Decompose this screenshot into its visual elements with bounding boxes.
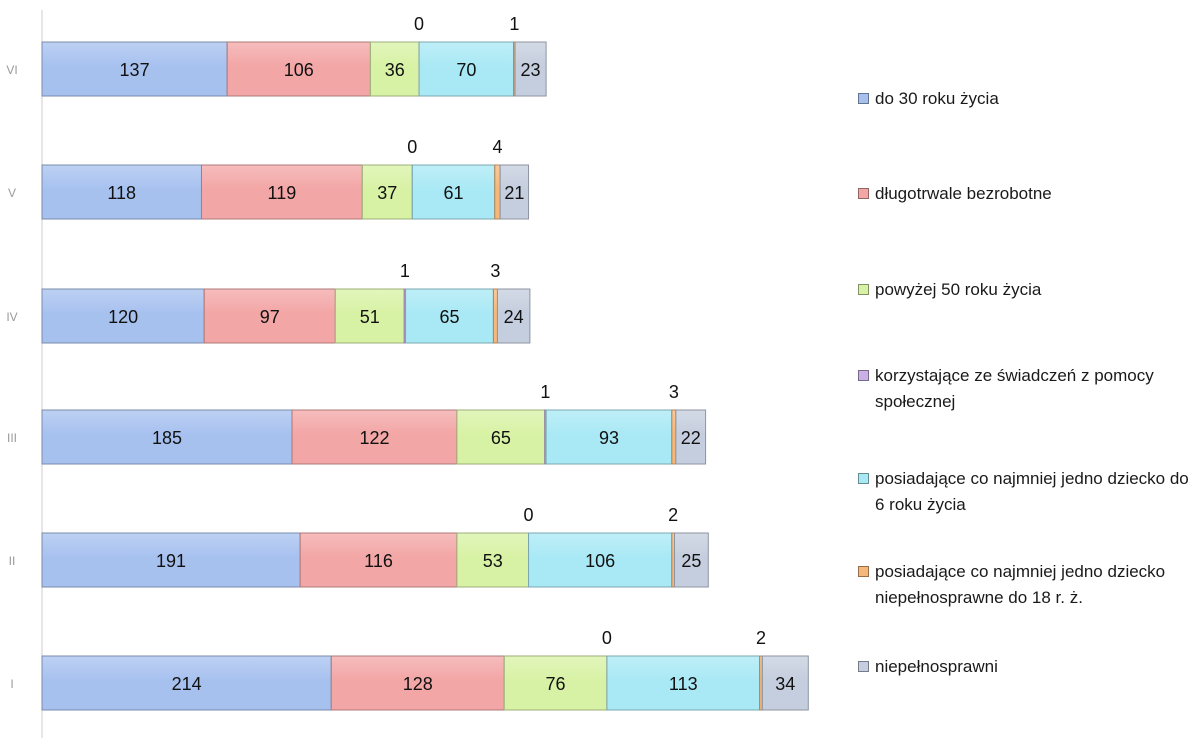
data-label: 51 (360, 307, 380, 327)
bar-segment (203, 288, 336, 344)
data-label: 0 (602, 628, 612, 648)
data-label: 1 (400, 261, 410, 281)
legend-item: do 30 roku życia (858, 86, 1195, 112)
bar-segment (41, 288, 205, 344)
data-label: 25 (681, 551, 701, 571)
data-label: 1 (509, 14, 519, 34)
data-label: 23 (521, 60, 541, 80)
category-tick-label: III (7, 431, 17, 445)
legend-swatch (858, 284, 869, 295)
bar-segment (41, 655, 332, 711)
data-label: 36 (385, 60, 405, 80)
data-label: 22 (681, 428, 701, 448)
data-label: 65 (491, 428, 511, 448)
bar-segment (492, 288, 498, 344)
bar-segment (334, 288, 405, 344)
data-label: 61 (444, 183, 464, 203)
data-label: 191 (156, 551, 186, 571)
legend-label: niepełnosprawni (875, 657, 998, 676)
bar-segment (41, 532, 301, 588)
bar-segment (674, 532, 709, 588)
bar-segment (675, 409, 707, 465)
data-label: 76 (546, 674, 566, 694)
data-label: 185 (152, 428, 182, 448)
legend-label: długotrwale bezrobotne (875, 184, 1052, 203)
bar-segment (761, 655, 809, 711)
bar-segment (291, 409, 458, 465)
legend-label: powyżej 50 roku życia (875, 280, 1042, 299)
bar-segment (41, 409, 293, 465)
legend-item: długotrwale bezrobotne (858, 181, 1195, 207)
category-tick-label: V (8, 186, 16, 200)
legend-swatch (858, 473, 869, 484)
legend-item: posiadające co najmniej jedno dziecko ni… (858, 559, 1195, 611)
legend-swatch (858, 188, 869, 199)
data-label: 120 (108, 307, 138, 327)
legend-swatch (858, 370, 869, 381)
legend-swatch (858, 661, 869, 672)
data-label: 106 (284, 60, 314, 80)
data-label: 34 (775, 674, 795, 694)
bar-segment (514, 41, 547, 97)
data-label: 0 (414, 14, 424, 34)
data-label: 37 (377, 183, 397, 203)
data-label: 214 (172, 674, 202, 694)
legend-swatch (858, 93, 869, 104)
legend-swatch (858, 566, 869, 577)
bar-segment (528, 532, 673, 588)
legend-item: korzystające ze świadczeń z pomocy społe… (858, 363, 1195, 415)
legend-label: posiadające co najmniej jedno dziecko ni… (875, 562, 1166, 607)
bar-segment (330, 655, 505, 711)
bar-segment (545, 409, 673, 465)
bar-segment (496, 288, 531, 344)
data-label: 113 (669, 674, 698, 694)
data-label: 2 (668, 505, 678, 525)
data-label: 122 (359, 428, 389, 448)
legend-item: posiadające co najmniej jedno dziecko do… (858, 466, 1195, 518)
bar-segment (405, 288, 494, 344)
data-label: 97 (260, 307, 280, 327)
bar-segment (456, 409, 546, 465)
bar-segment (41, 164, 202, 220)
category-tick-label: VI (6, 63, 17, 77)
bar-segment (41, 41, 228, 97)
data-label: 0 (407, 137, 417, 157)
bar-segment (671, 409, 677, 465)
category-tick-label: IV (6, 310, 17, 324)
data-label: 1 (540, 382, 550, 402)
bar-segment (606, 655, 761, 711)
legend-item: powyżej 50 roku życia (858, 277, 1195, 303)
legend-item: niepełnosprawni (858, 654, 1195, 680)
data-label: 0 (524, 505, 534, 525)
bar-segment (499, 164, 530, 220)
data-label: 3 (490, 261, 500, 281)
bar-segment (494, 164, 501, 220)
bar-segment (200, 164, 363, 220)
bar-segment (226, 41, 371, 97)
data-label: 53 (483, 551, 503, 571)
data-label: 21 (504, 183, 524, 203)
data-label: 4 (492, 137, 502, 157)
bar-segment (411, 164, 496, 220)
bar-segment (299, 532, 458, 588)
data-label: 24 (504, 307, 524, 327)
legend-label: posiadające co najmniej jedno dziecko do… (875, 469, 1189, 514)
data-label: 2 (756, 628, 766, 648)
legend-label: do 30 roku życia (875, 89, 999, 108)
data-label: 118 (107, 183, 136, 203)
data-label: 65 (439, 307, 459, 327)
data-label: 3 (669, 382, 679, 402)
data-label: 137 (120, 60, 150, 80)
data-label: 106 (585, 551, 615, 571)
legend-label: korzystające ze świadczeń z pomocy społe… (875, 366, 1154, 411)
data-label: 119 (268, 183, 297, 203)
data-label: 70 (456, 60, 476, 80)
category-tick-label: I (10, 677, 13, 691)
category-tick-label: II (9, 554, 16, 568)
data-label: 116 (364, 551, 393, 571)
data-label: 128 (403, 674, 433, 694)
data-label: 93 (599, 428, 619, 448)
